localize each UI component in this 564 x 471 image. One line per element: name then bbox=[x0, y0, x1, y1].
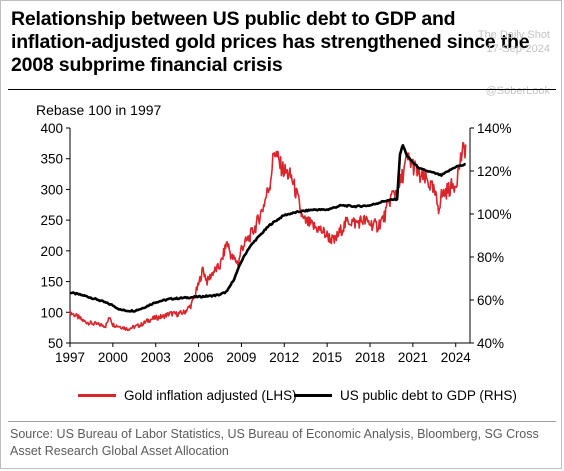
x-tick-label: 2021 bbox=[398, 350, 428, 365]
y-left-tick-label: 300 bbox=[40, 182, 63, 197]
gold-series-line bbox=[69, 141, 467, 332]
watermark-brand: The Daily Shot bbox=[477, 29, 550, 41]
legend-swatch-gold bbox=[78, 394, 116, 397]
y-right-tick-label: 80% bbox=[477, 250, 504, 265]
legend-label-debt: US public debt to GDP (RHS) bbox=[340, 388, 517, 403]
y-right-tick-label: 100% bbox=[477, 207, 512, 222]
y-left-tick-label: 150 bbox=[40, 275, 63, 290]
x-tick-label: 2018 bbox=[355, 350, 385, 365]
y-left-tick-label: 200 bbox=[40, 244, 63, 259]
source-note: Source: US Bureau of Labor Statistics, U… bbox=[10, 427, 539, 458]
x-tick-label: 2015 bbox=[312, 350, 342, 365]
left-axis-label: Rebase 100 in 1997 bbox=[36, 102, 162, 118]
y-left-tick-label: 250 bbox=[40, 213, 63, 228]
y-left-tick-label: 400 bbox=[40, 121, 63, 136]
y-right-tick-label: 60% bbox=[477, 293, 504, 308]
y-left-tick-label: 100 bbox=[40, 305, 63, 320]
x-tick-label: 2009 bbox=[226, 350, 256, 365]
y-right-tick-label: 40% bbox=[477, 336, 504, 351]
x-tick-label: 1997 bbox=[55, 350, 85, 365]
y-right-tick-label: 140% bbox=[477, 121, 512, 136]
x-tick-label: 2006 bbox=[184, 350, 214, 365]
y-left-tick-label: 50 bbox=[48, 336, 63, 351]
watermark-handle: @SoberLook bbox=[485, 85, 550, 97]
y-left-tick-label: 350 bbox=[40, 152, 63, 167]
title-rule bbox=[8, 89, 556, 90]
legend-item-debt: US public debt to GDP (RHS) bbox=[294, 388, 517, 403]
legend-item-gold: Gold inflation adjusted (LHS) bbox=[78, 388, 297, 403]
legend-label-gold: Gold inflation adjusted (LHS) bbox=[124, 388, 297, 403]
x-tick-label: 2012 bbox=[269, 350, 299, 365]
footer-rule bbox=[8, 421, 556, 422]
legend: Gold inflation adjusted (LHS) US public … bbox=[0, 388, 564, 408]
y-right-tick-label: 120% bbox=[477, 164, 512, 179]
x-tick-label: 2003 bbox=[141, 350, 171, 365]
watermark-date: 17-Sep-2024 bbox=[486, 43, 550, 55]
x-tick-label: 2024 bbox=[441, 350, 472, 365]
x-tick-label: 2000 bbox=[98, 350, 128, 365]
legend-swatch-debt bbox=[294, 394, 332, 397]
chart-title: Relationship between US public debt to G… bbox=[11, 8, 530, 76]
watermark: The Daily Shot 17-Sep-2024 bbox=[478, 28, 550, 56]
debt-series-line bbox=[69, 144, 466, 313]
